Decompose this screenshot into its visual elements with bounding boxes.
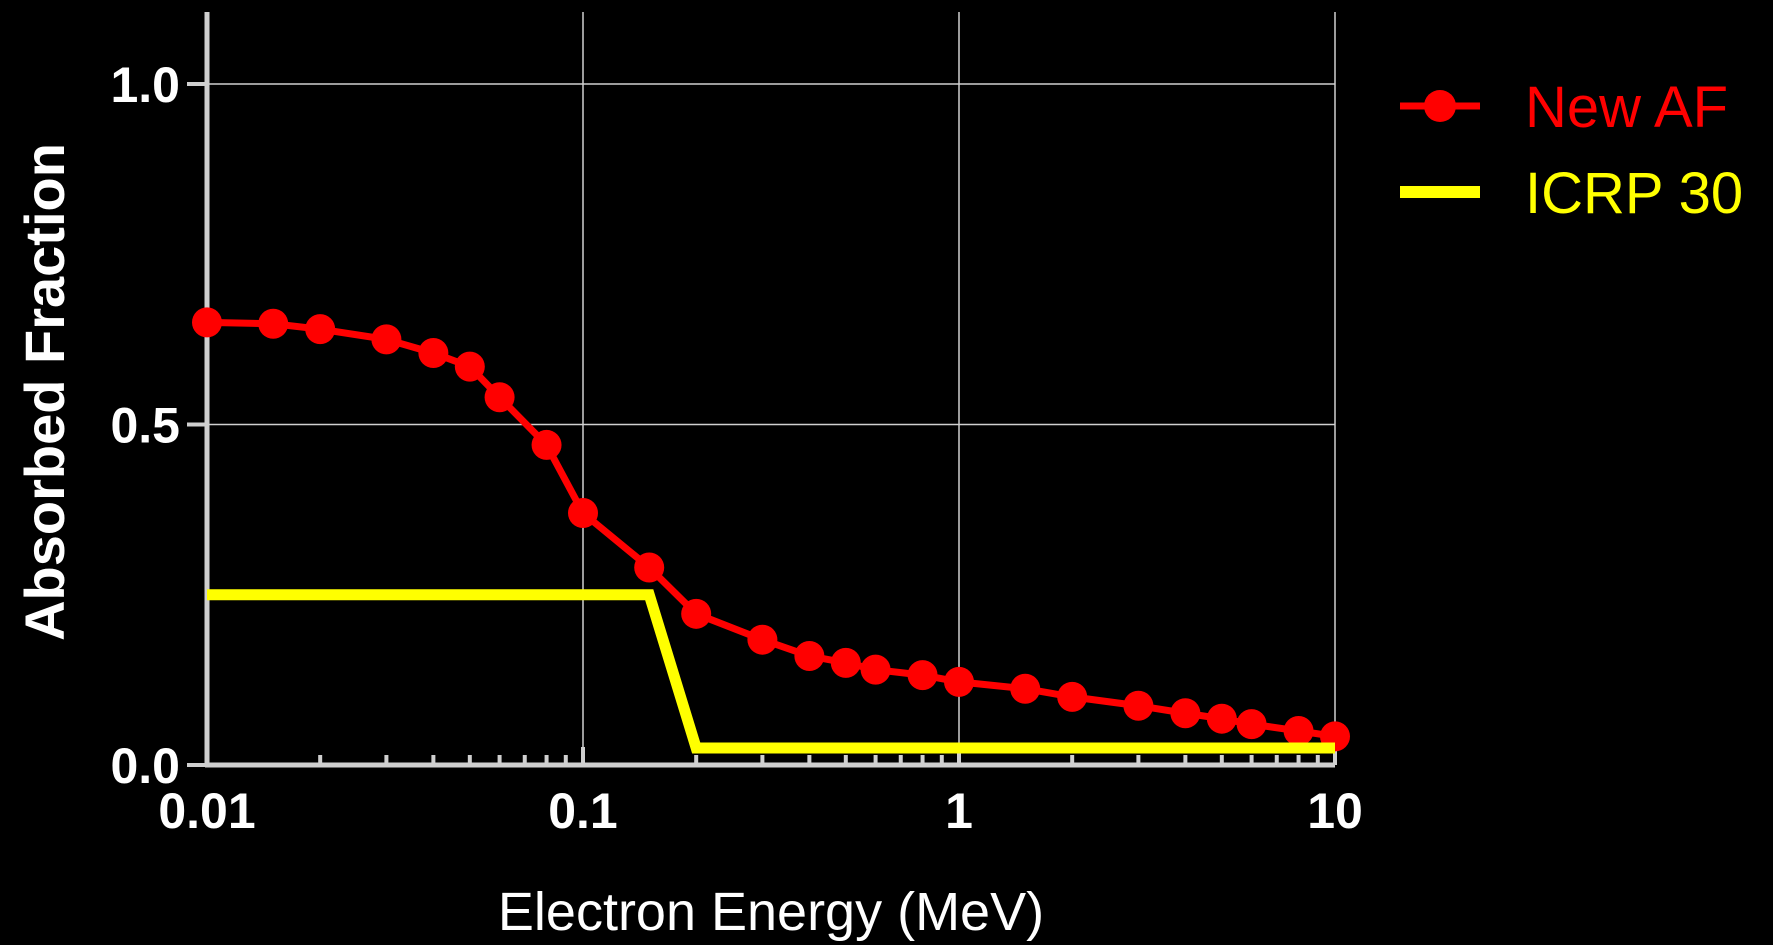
legend-label-0: New AF (1525, 75, 1728, 140)
data-point (418, 337, 449, 368)
x-tick-label: 0.1 (548, 783, 618, 839)
data-point (484, 382, 515, 413)
data-point (1123, 690, 1154, 721)
legend: New AF ICRP 30 (1400, 75, 1743, 226)
data-point (568, 498, 598, 529)
data-point (258, 308, 289, 339)
data-point (944, 666, 974, 697)
data-point (305, 314, 336, 345)
data-point (634, 552, 665, 583)
legend-marker-0 (1424, 90, 1456, 122)
data-point (1283, 715, 1314, 746)
series (192, 307, 1350, 754)
data-point (192, 307, 222, 338)
data-point (1010, 673, 1041, 704)
data-point (830, 647, 861, 678)
data-point (1206, 703, 1237, 734)
data-point (907, 660, 938, 691)
data-point (1170, 698, 1201, 729)
data-point (454, 351, 485, 382)
x-tick-label: 1 (945, 783, 973, 839)
y-tick-label: 1.0 (110, 57, 180, 113)
tick-labels: 0.01 0.1 1 10 0.0 0.5 1.0 (110, 57, 1362, 839)
y-axis-label: Absorbed Fraction (13, 143, 76, 641)
data-point (860, 654, 891, 685)
grid (207, 12, 1336, 765)
data-point (681, 598, 712, 629)
data-point (1057, 681, 1088, 712)
axes (187, 12, 1337, 768)
y-tick-label: 0.5 (110, 398, 180, 454)
data-point (794, 641, 825, 672)
x-axis-label: Electron Energy (MeV) (498, 882, 1044, 942)
data-point (1236, 709, 1267, 740)
data-point (747, 624, 778, 655)
y-tick-label: 0.0 (110, 738, 180, 794)
series-line-1 (207, 589, 1335, 754)
data-point (531, 429, 562, 460)
x-tick-label: 0.01 (158, 783, 255, 839)
series-line-0 (206, 318, 1336, 740)
x-tick-label: 10 (1307, 783, 1363, 839)
data-point (371, 324, 402, 355)
legend-label-1: ICRP 30 (1525, 161, 1743, 226)
